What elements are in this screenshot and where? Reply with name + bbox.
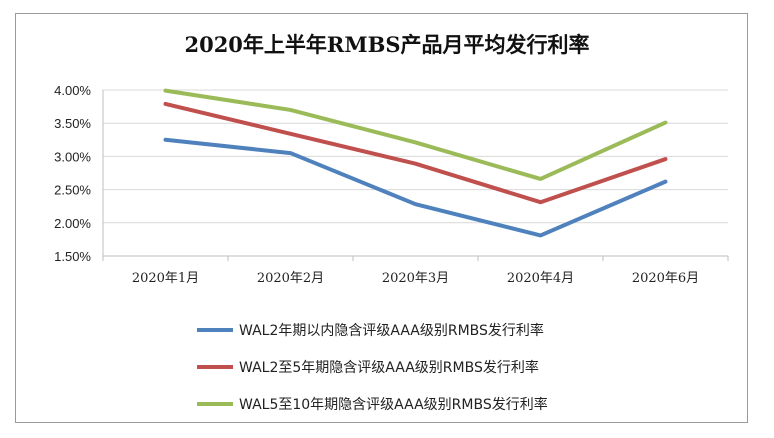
legend: WAL2年期以内隐含评级AAA级别RMBS发行利率 WAL2至5年期隐含评级AAA… [197,322,548,413]
y-axis-ticks: 4.00% 3.50% 3.00% 2.50% 2.00% 1.50% [54,83,91,264]
x-tick-label: 2020年6月 [632,271,699,286]
legend-label: WAL2年期以内隐含评级AAA级别RMBS发行利率 [239,322,544,339]
axes [102,90,729,261]
legend-label: WAL2至5年期隐含评级AAA级别RMBS发行利率 [239,359,539,376]
x-tick-label: 2020年1月 [132,271,199,286]
y-tick-label: 4.00% [54,83,91,98]
series-line-1 [163,137,668,238]
legend-label: WAL5至10年期隐含评级AAA级别RMBS发行利率 [239,396,548,413]
series-lines [163,88,668,238]
x-tick-label: 2020年3月 [382,271,449,286]
chart-title: 2020年上半年RMBS产品月平均发行利率 [184,32,589,57]
x-tick-label: 2020年2月 [257,271,324,286]
y-tick-label: 2.50% [54,183,91,198]
y-tick-label: 3.50% [54,116,91,131]
series-line-2 [163,101,668,205]
y-tick-label: 3.00% [54,149,91,164]
x-tick-label: 2020年4月 [507,271,574,286]
chart-frame [15,13,748,423]
y-tick-label: 1.50% [54,249,91,264]
x-axis-ticks: 2020年1月 2020年2月 2020年3月 2020年4月 2020年6月 [132,271,699,286]
y-tick-label: 2.00% [54,216,91,231]
series-line-3 [163,88,668,181]
gridlines [103,89,728,257]
